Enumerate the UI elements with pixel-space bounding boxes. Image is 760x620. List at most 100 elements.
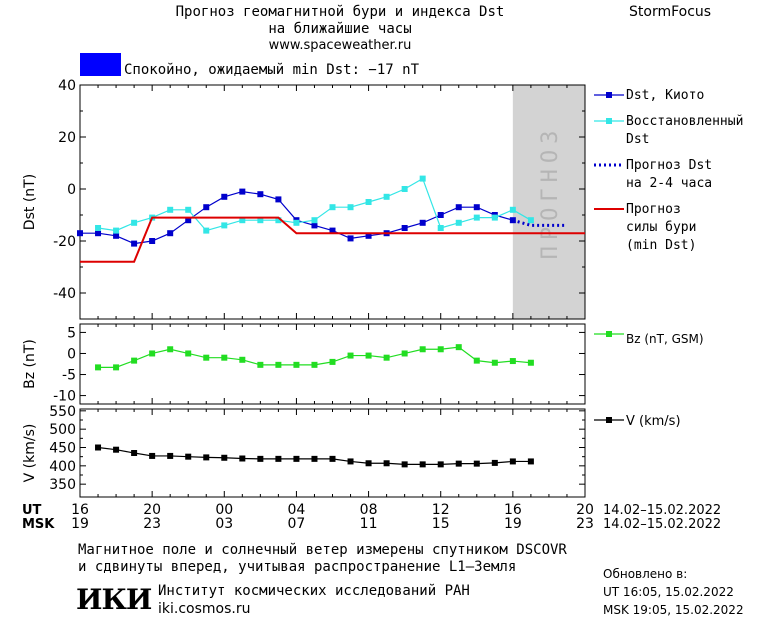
data-point-bz-nt-gsm: [167, 346, 174, 353]
data-point-v-km-s: [185, 453, 192, 460]
data-point-v-km-s: [329, 455, 336, 462]
legend-label-dst-forecast-line1: Прогноз Dst: [626, 158, 712, 173]
data-point-bz-nt-gsm: [239, 356, 246, 363]
data-point-восстановленный-dst: [347, 204, 354, 211]
date-range-msk: 14.02–15.02.2022: [603, 517, 721, 532]
legend-label-dst-reconstructed-line2: Dst: [626, 132, 649, 147]
data-point-v-km-s: [167, 452, 174, 459]
y-axis-label: V (km/s): [22, 424, 38, 483]
msk-tick-label: 23: [576, 516, 594, 532]
data-point-восстановленный-dst: [167, 206, 174, 213]
data-point-dst-киото: [329, 227, 336, 234]
data-point-v-km-s: [509, 458, 516, 465]
data-point-bz-nt-gsm: [275, 361, 282, 368]
data-point-восстановленный-dst: [203, 227, 210, 234]
data-point-v-km-s: [437, 461, 444, 468]
data-point-v-km-s: [131, 450, 138, 456]
data-point-bz-nt-gsm: [383, 354, 390, 361]
data-point-bz-nt-gsm: [221, 354, 228, 361]
ut-tick-label: 16: [504, 502, 522, 518]
chart-title: Прогноз геомагнитной бури и индекса Dst: [175, 4, 505, 20]
data-point-bz-nt-gsm: [401, 350, 408, 357]
legend-label-dst-forecast-line2: на 2-4 часа: [626, 176, 712, 191]
data-point-v-km-s: [347, 458, 354, 465]
data-point-v-km-s: [275, 455, 282, 462]
data-point-bz-nt-gsm: [203, 354, 210, 361]
data-point-v-km-s: [293, 455, 300, 462]
ut-label: UT: [22, 503, 42, 518]
series-line-прогноз-силы-бури-min-dst: [80, 216, 585, 263]
data-point-восстановленный-dst: [239, 217, 246, 224]
y-axis-label: Dst (nT): [22, 174, 38, 230]
y-tick-label: 5: [67, 325, 76, 341]
data-point-dst-киото: [365, 232, 372, 239]
institute-name: Институт космических исследований РАН: [158, 583, 470, 599]
y-tick-label: 450: [49, 441, 76, 457]
ut-tick-label: 04: [288, 502, 306, 518]
data-point-bz-nt-gsm: [131, 357, 138, 364]
y-axis-label: Bz (nT): [22, 339, 38, 389]
data-point-v-km-s: [149, 452, 156, 459]
data-point-восстановленный-dst: [473, 214, 480, 221]
data-point-v-km-s: [221, 454, 228, 461]
ut-tick-label: 12: [432, 502, 450, 518]
data-point-bz-nt-gsm: [509, 358, 516, 365]
data-point-bz-nt-gsm: [365, 352, 372, 359]
data-point-v-km-s: [473, 460, 480, 467]
data-point-dst-киото: [419, 219, 426, 226]
data-point-bz-nt-gsm: [257, 361, 264, 368]
data-point-восстановленный-dst: [257, 217, 264, 224]
data-point-v-km-s: [401, 461, 408, 468]
data-point-восстановленный-dst: [437, 225, 444, 231]
data-point-dst-киото: [185, 217, 192, 224]
data-point-dst-киото: [131, 240, 138, 247]
footer-note-line1: Магнитное поле и солнечный ветер измерен…: [78, 542, 567, 558]
data-point-dst-киото: [77, 230, 83, 237]
data-point-dst-киото: [311, 222, 318, 229]
y-tick-label: -5: [62, 368, 76, 384]
data-point-dst-киото: [203, 204, 210, 211]
data-point-восстановленный-dst: [185, 206, 192, 213]
brand-label: StormFocus: [629, 4, 712, 20]
legend-marker-dst-kyoto: [606, 92, 612, 98]
data-point-v-km-s: [455, 460, 462, 467]
data-point-восстановленный-dst: [527, 217, 534, 224]
legend-label-storm-forecast-line1: Прогноз: [626, 202, 681, 217]
legend-label-storm-forecast-line2: силы бури: [626, 220, 696, 235]
data-point-dst-киото: [437, 212, 444, 218]
data-point-bz-nt-gsm: [419, 346, 426, 353]
data-point-bz-nt-gsm: [437, 346, 444, 353]
iki-logo: ИКИ: [76, 583, 152, 616]
data-point-bz-nt-gsm: [347, 352, 354, 359]
y-tick-label: -10: [53, 389, 76, 405]
data-point-dst-киото: [221, 193, 228, 200]
chart-subtitle: на ближайшие часы: [268, 21, 412, 37]
data-point-dst-киото: [167, 230, 174, 237]
msk-tick-label: 23: [143, 516, 161, 532]
msk-label: MSK: [22, 517, 55, 532]
updated-msk: MSK 19:05, 15.02.2022: [603, 603, 744, 617]
institute-site-link[interactable]: iki.cosmos.ru: [158, 601, 251, 617]
data-point-v-km-s: [113, 446, 120, 453]
data-point-v-km-s: [527, 458, 534, 465]
data-point-dst-киото: [113, 232, 120, 239]
data-point-dst-киото: [149, 238, 156, 244]
y-tick-label: 40: [58, 78, 76, 94]
data-point-dst-киото: [401, 225, 408, 231]
data-point-v-km-s: [257, 455, 264, 462]
y-tick-label: 350: [49, 477, 76, 493]
msk-tick-label: 19: [504, 516, 522, 532]
data-point-восстановленный-dst: [419, 175, 426, 182]
data-point-восстановленный-dst: [95, 225, 102, 231]
data-point-dst-киото: [347, 235, 354, 242]
legend-label-dst-reconstructed-line1: Восстановленный: [626, 114, 743, 129]
y-tick-label: -20: [53, 234, 76, 250]
data-point-v-km-s: [203, 454, 210, 461]
data-point-восстановленный-dst: [275, 217, 282, 224]
data-point-восстановленный-dst: [401, 186, 408, 192]
data-point-bz-nt-gsm: [113, 364, 120, 371]
data-point-bz-nt-gsm: [329, 358, 336, 365]
ut-tick-label: 00: [215, 502, 233, 518]
y-tick-label: 0: [67, 182, 76, 198]
data-point-восстановленный-dst: [509, 206, 516, 213]
